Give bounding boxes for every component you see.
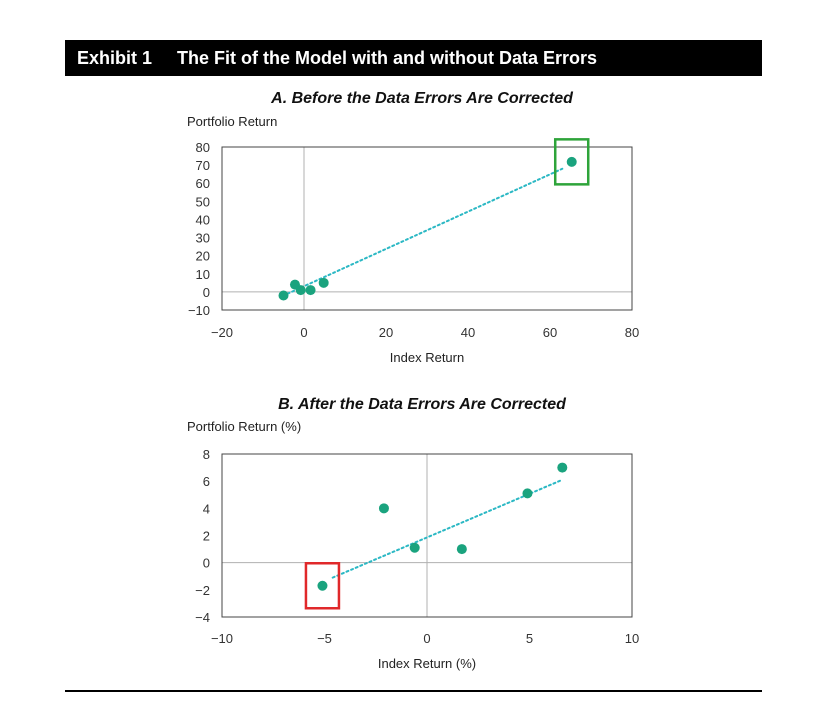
- x-tick-label: 0: [300, 325, 307, 340]
- x-axis-label: Index Return (%): [378, 656, 476, 671]
- data-point: [278, 290, 289, 301]
- data-point: [566, 156, 577, 167]
- data-point: [409, 542, 420, 553]
- data-point: [456, 544, 467, 555]
- x-tick-label: 40: [461, 325, 475, 340]
- data-point: [557, 462, 568, 473]
- x-tick-label: 60: [543, 325, 557, 340]
- y-tick-label: −2: [195, 583, 210, 598]
- y-tick-label: 8: [203, 447, 210, 462]
- y-tick-label: −10: [188, 303, 210, 318]
- panel-a: A. Before the Data Errors Are Corrected P…: [187, 90, 639, 365]
- x-tick-label: 20: [379, 325, 393, 340]
- y-tick-label: 60: [196, 176, 210, 191]
- y-tick-label: 6: [203, 474, 210, 489]
- data-point: [318, 277, 329, 288]
- y-tick-label: −4: [195, 610, 210, 625]
- y-tick-label: 20: [196, 249, 210, 264]
- y-tick-label: 0: [203, 285, 210, 300]
- panel-title: A. Before the Data Errors Are Corrected: [270, 90, 574, 107]
- plot-frame: [221, 453, 633, 618]
- panel-b: B. After the Data Errors Are Corrected Po…: [187, 396, 639, 671]
- data-point: [522, 488, 533, 499]
- bottom-rule: [65, 690, 762, 692]
- exhibit-header: Exhibit 1 The Fit of the Model with and …: [65, 40, 762, 76]
- y-tick-label: 70: [196, 158, 210, 173]
- x-tick-label: −5: [317, 631, 332, 646]
- panel-title: B. After the Data Errors Are Corrected: [278, 396, 567, 413]
- y-tick-label: 30: [196, 231, 210, 246]
- data-point: [305, 285, 316, 296]
- outlier-highlight-box: [304, 562, 341, 610]
- y-tick-label: 10: [196, 267, 210, 282]
- data-point: [295, 285, 306, 296]
- exhibit-label: Exhibit 1: [77, 48, 153, 68]
- y-axis-label: Portfolio Return: [187, 114, 277, 129]
- x-tick-label: 80: [625, 325, 639, 340]
- x-axis-label: Index Return: [390, 350, 464, 365]
- data-point: [317, 580, 328, 591]
- y-tick-label: 0: [203, 556, 210, 571]
- trend-line: [286, 167, 564, 295]
- x-tick-label: 10: [625, 631, 639, 646]
- y-tick-label: 80: [196, 140, 210, 155]
- data-point: [378, 503, 389, 514]
- y-axis-label: Portfolio Return (%): [187, 419, 301, 434]
- x-tick-label: 5: [526, 631, 533, 646]
- y-tick-label: 40: [196, 212, 210, 227]
- x-tick-label: −10: [211, 631, 233, 646]
- x-tick-label: 0: [423, 631, 430, 646]
- y-tick-label: 4: [203, 501, 210, 516]
- y-tick-label: 50: [196, 194, 210, 209]
- exhibit-title: The Fit of the Model with and without Da…: [177, 48, 597, 68]
- y-tick-label: 2: [203, 529, 210, 544]
- plot-frame: [221, 146, 633, 311]
- outlier-highlight-box: [553, 138, 590, 186]
- x-tick-label: −20: [211, 325, 233, 340]
